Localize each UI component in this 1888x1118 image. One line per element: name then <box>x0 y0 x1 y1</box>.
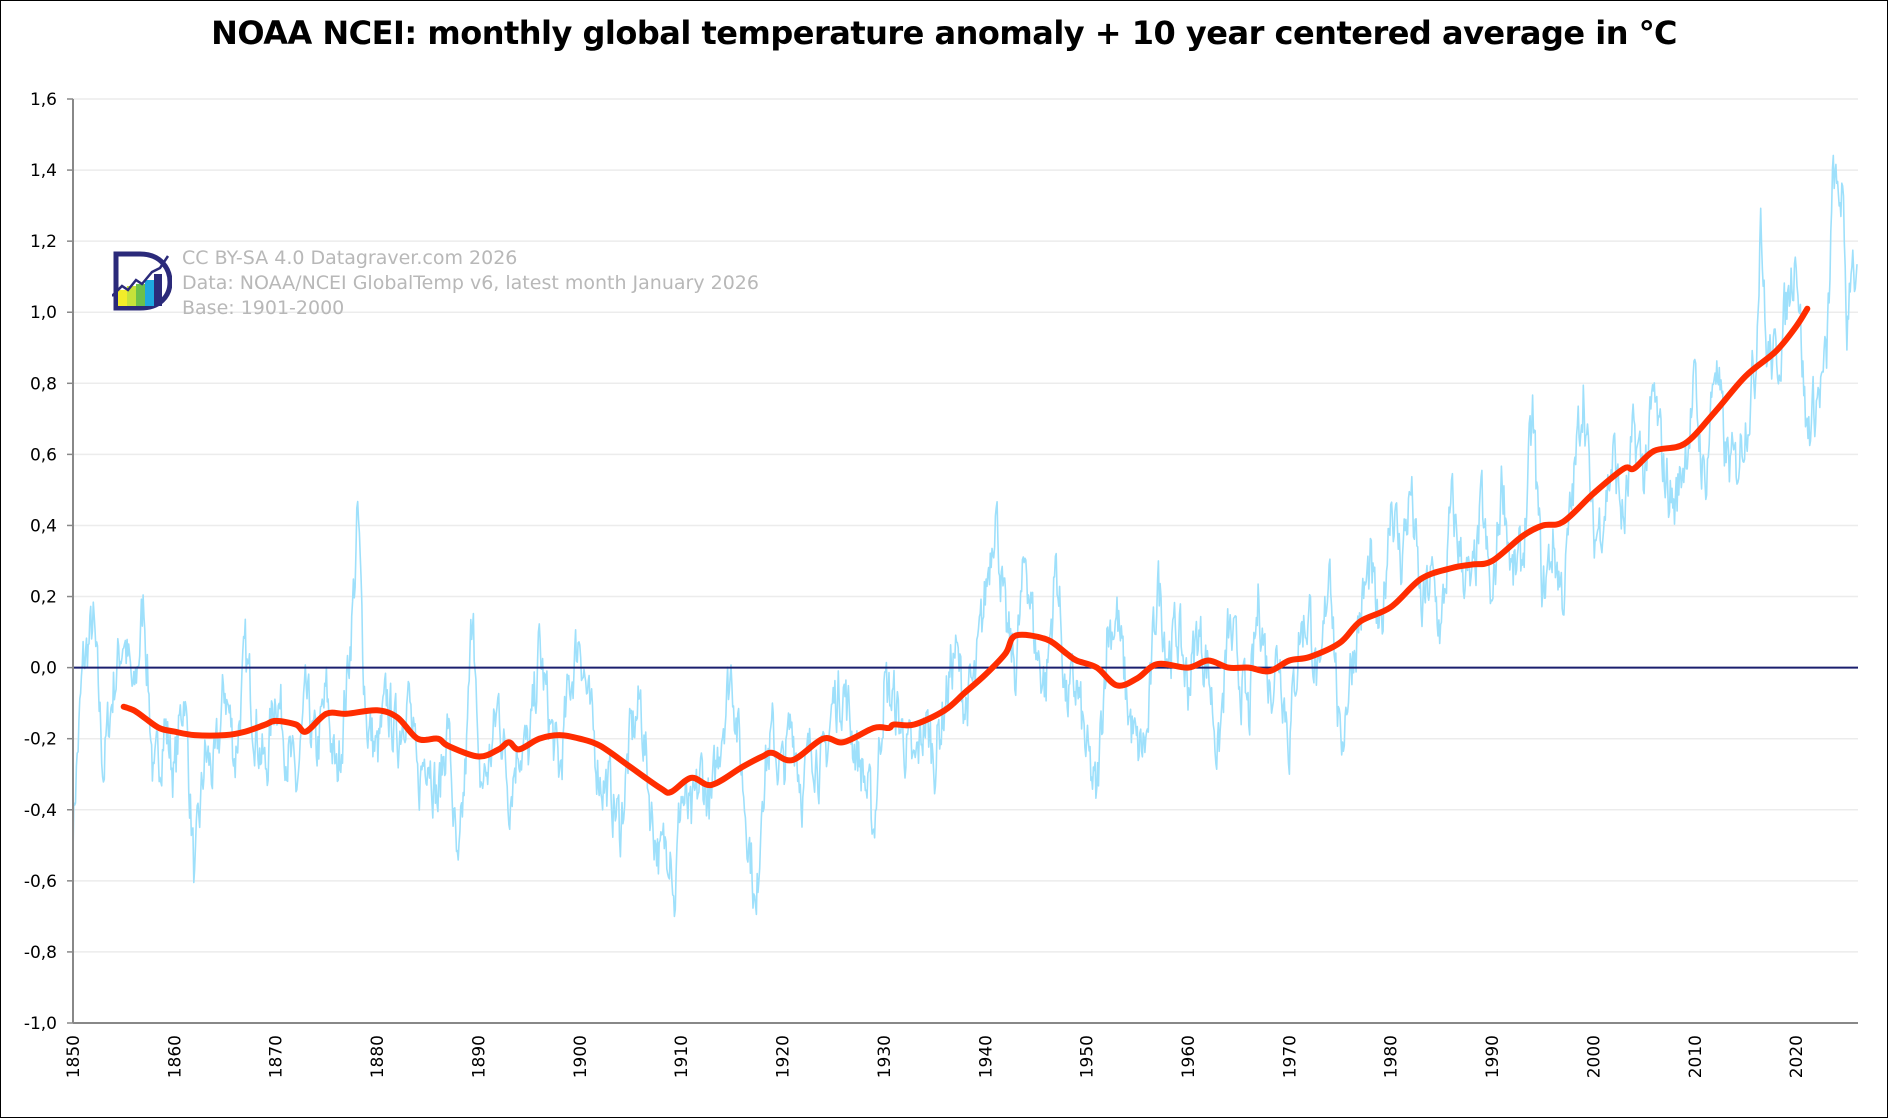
y-tick-label: 0,6 <box>30 445 57 465</box>
y-tick-label: -0,4 <box>24 801 57 821</box>
gridlines <box>73 98 1858 1024</box>
x-tick-label: 1860 <box>165 1035 185 1078</box>
y-tick-label: 0,4 <box>30 516 57 536</box>
y-tick-label: 1,2 <box>30 232 57 252</box>
x-tick-label: 1950 <box>1078 1035 1098 1078</box>
y-tick-label: 1,0 <box>30 303 57 323</box>
y-tick-label: -0,8 <box>24 943 57 963</box>
credit-source: Data: NOAA/NCEI GlobalTemp v6, latest mo… <box>182 272 759 294</box>
y-tick-label: -0,6 <box>24 872 57 892</box>
x-tick-labels: 1850 1860 1870 1880 1890 1900 1910 1920 1930 1940… <box>64 1035 1807 1078</box>
x-tick-label: 1960 <box>1179 1035 1199 1078</box>
average-series <box>120 305 1811 796</box>
y-tick-label: 1,6 <box>30 90 57 110</box>
credit-text: CC BY-SA 4.0 Datagraver.com 2026 Data: N… <box>182 246 759 321</box>
x-tick-label: 1890 <box>469 1035 489 1078</box>
x-tick-label: 1920 <box>774 1035 794 1078</box>
y-tick-label: 0,0 <box>30 659 57 679</box>
x-tick-label: 1900 <box>571 1035 591 1078</box>
x-tick-label: 1910 <box>672 1035 692 1078</box>
x-tick-label: 2020 <box>1787 1035 1807 1078</box>
credit-license: CC BY-SA 4.0 Datagraver.com 2026 <box>182 247 518 269</box>
datagraver-logo-icon <box>112 251 172 311</box>
y-tick-label: -0,2 <box>24 730 57 750</box>
y-tick-label: -1,0 <box>24 1014 57 1034</box>
ten-year-average-line <box>120 305 1811 796</box>
x-tick-label: 2000 <box>1584 1035 1604 1078</box>
x-tick-label: 1970 <box>1280 1035 1300 1078</box>
axes <box>67 98 1858 1024</box>
x-tick-label: 2010 <box>1686 1035 1706 1078</box>
x-tick-label: 1940 <box>976 1035 996 1078</box>
x-tick-label: 1850 <box>64 1035 84 1078</box>
x-tick-label: 1990 <box>1483 1035 1503 1078</box>
y-tick-label: 1,4 <box>30 161 57 181</box>
y-tick-label: 0,2 <box>30 588 57 608</box>
chart-title: NOAA NCEI: monthly global temperature an… <box>211 14 1677 52</box>
y-tick-labels: -1,0 -0,8 -0,6 -0,4 -0,2 0,0 0,2 0,4 0,6 0,8 1,0 1,… <box>24 90 57 1034</box>
credit-base: Base: 1901-2000 <box>182 297 345 319</box>
x-tick-label: 1870 <box>267 1035 287 1078</box>
x-tick-label: 1930 <box>875 1035 895 1078</box>
x-tick-label: 1880 <box>368 1035 388 1078</box>
y-tick-label: 0,8 <box>30 374 57 394</box>
x-tick-label: 1980 <box>1382 1035 1402 1078</box>
